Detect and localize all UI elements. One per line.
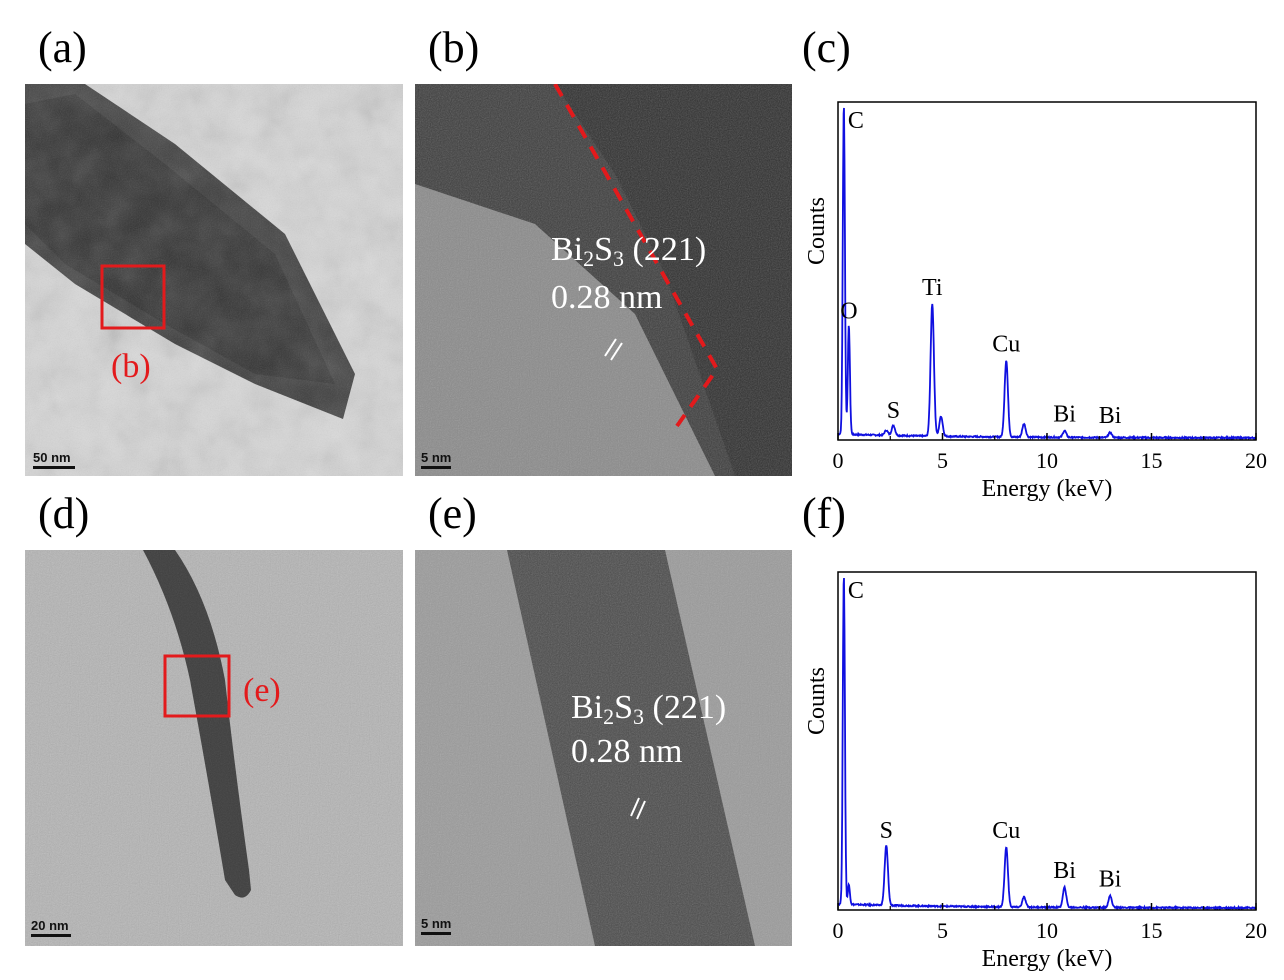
x-tick-label: 0 [833,448,844,473]
peak-label-bi: Bi [1053,401,1076,427]
x-tick-label: 5 [937,448,948,473]
region-box-b [100,264,166,330]
peak-label-c: C [848,108,864,134]
eds-spectrum-f: 0 5 10 15 20 Energy (keV) Counts C S Cu Bi Bi [804,571,1267,972]
x-tick-label: 15 [1141,448,1163,473]
hrtem-image-b: Bi2S3 (221) 0.28 nm 5 nm [415,84,792,476]
x-tick-label: 20 [1245,918,1267,943]
peak-label-ti: Ti [922,275,943,301]
tem-image-a: (b) 50 nm [25,84,403,476]
plane-label-b: Bi2S3 (221) [551,231,707,271]
scale-bar-b: 5 nm [421,450,451,469]
spacing-label-e: 0.28 nm [571,733,683,770]
peak-label-o: O [840,298,857,324]
x-tick-label: 10 [1036,918,1058,943]
x-tick-label: 5 [937,918,948,943]
x-tick-label: 10 [1036,448,1058,473]
panel-label-e: (e) [428,489,477,538]
y-axis-label: Counts [804,197,830,265]
panel-label-d: (d) [38,489,90,538]
panel-label-f: (f) [802,489,846,538]
peak-label-bi: Bi [1099,403,1122,429]
hrtem-image-e: Bi2S3 (221) 0.28 nm 5 nm [415,550,792,946]
interface-dashed-line [553,84,720,428]
peak-label-c: C [848,578,864,604]
peak-label-bi: Bi [1099,866,1122,892]
peak-label-s: S [880,818,893,844]
x-axis-label: Energy (keV) [982,476,1113,502]
x-axis-label: Energy (keV) [982,946,1113,972]
scale-bar-e: 5 nm [421,916,451,935]
x-tick-label: 15 [1141,918,1163,943]
plot-frame [837,101,1257,441]
x-tick-label: 20 [1245,448,1267,473]
panel-label-a: (a) [38,23,87,72]
scale-bar-d: 20 nm [31,918,71,937]
y-axis-label: Counts [804,667,830,735]
scale-bar-a: 50 nm [33,450,75,469]
spectrum-line [837,577,1257,911]
x-tick-label: 0 [833,918,844,943]
peak-label-cu: Cu [992,818,1020,844]
plane-label-e: Bi2S3 (221) [571,689,727,729]
plot-frame [837,571,1257,911]
panel-label-b: (b) [428,23,480,72]
region-box-e [163,654,231,718]
region-label-b: (b) [111,348,151,385]
peak-label-s: S [887,398,900,424]
spacing-label-b: 0.28 nm [551,279,663,316]
peak-label-cu: Cu [992,332,1020,358]
tem-image-d: (e) 20 nm [25,550,403,946]
panel-label-c: (c) [802,23,851,72]
eds-spectrum-c: 0 5 10 15 20 Energy (keV) Counts C O S Ti Cu Bi Bi [804,101,1267,502]
spectrum-line [837,107,1257,441]
peak-label-bi: Bi [1053,858,1076,884]
region-label-e: (e) [243,672,281,709]
